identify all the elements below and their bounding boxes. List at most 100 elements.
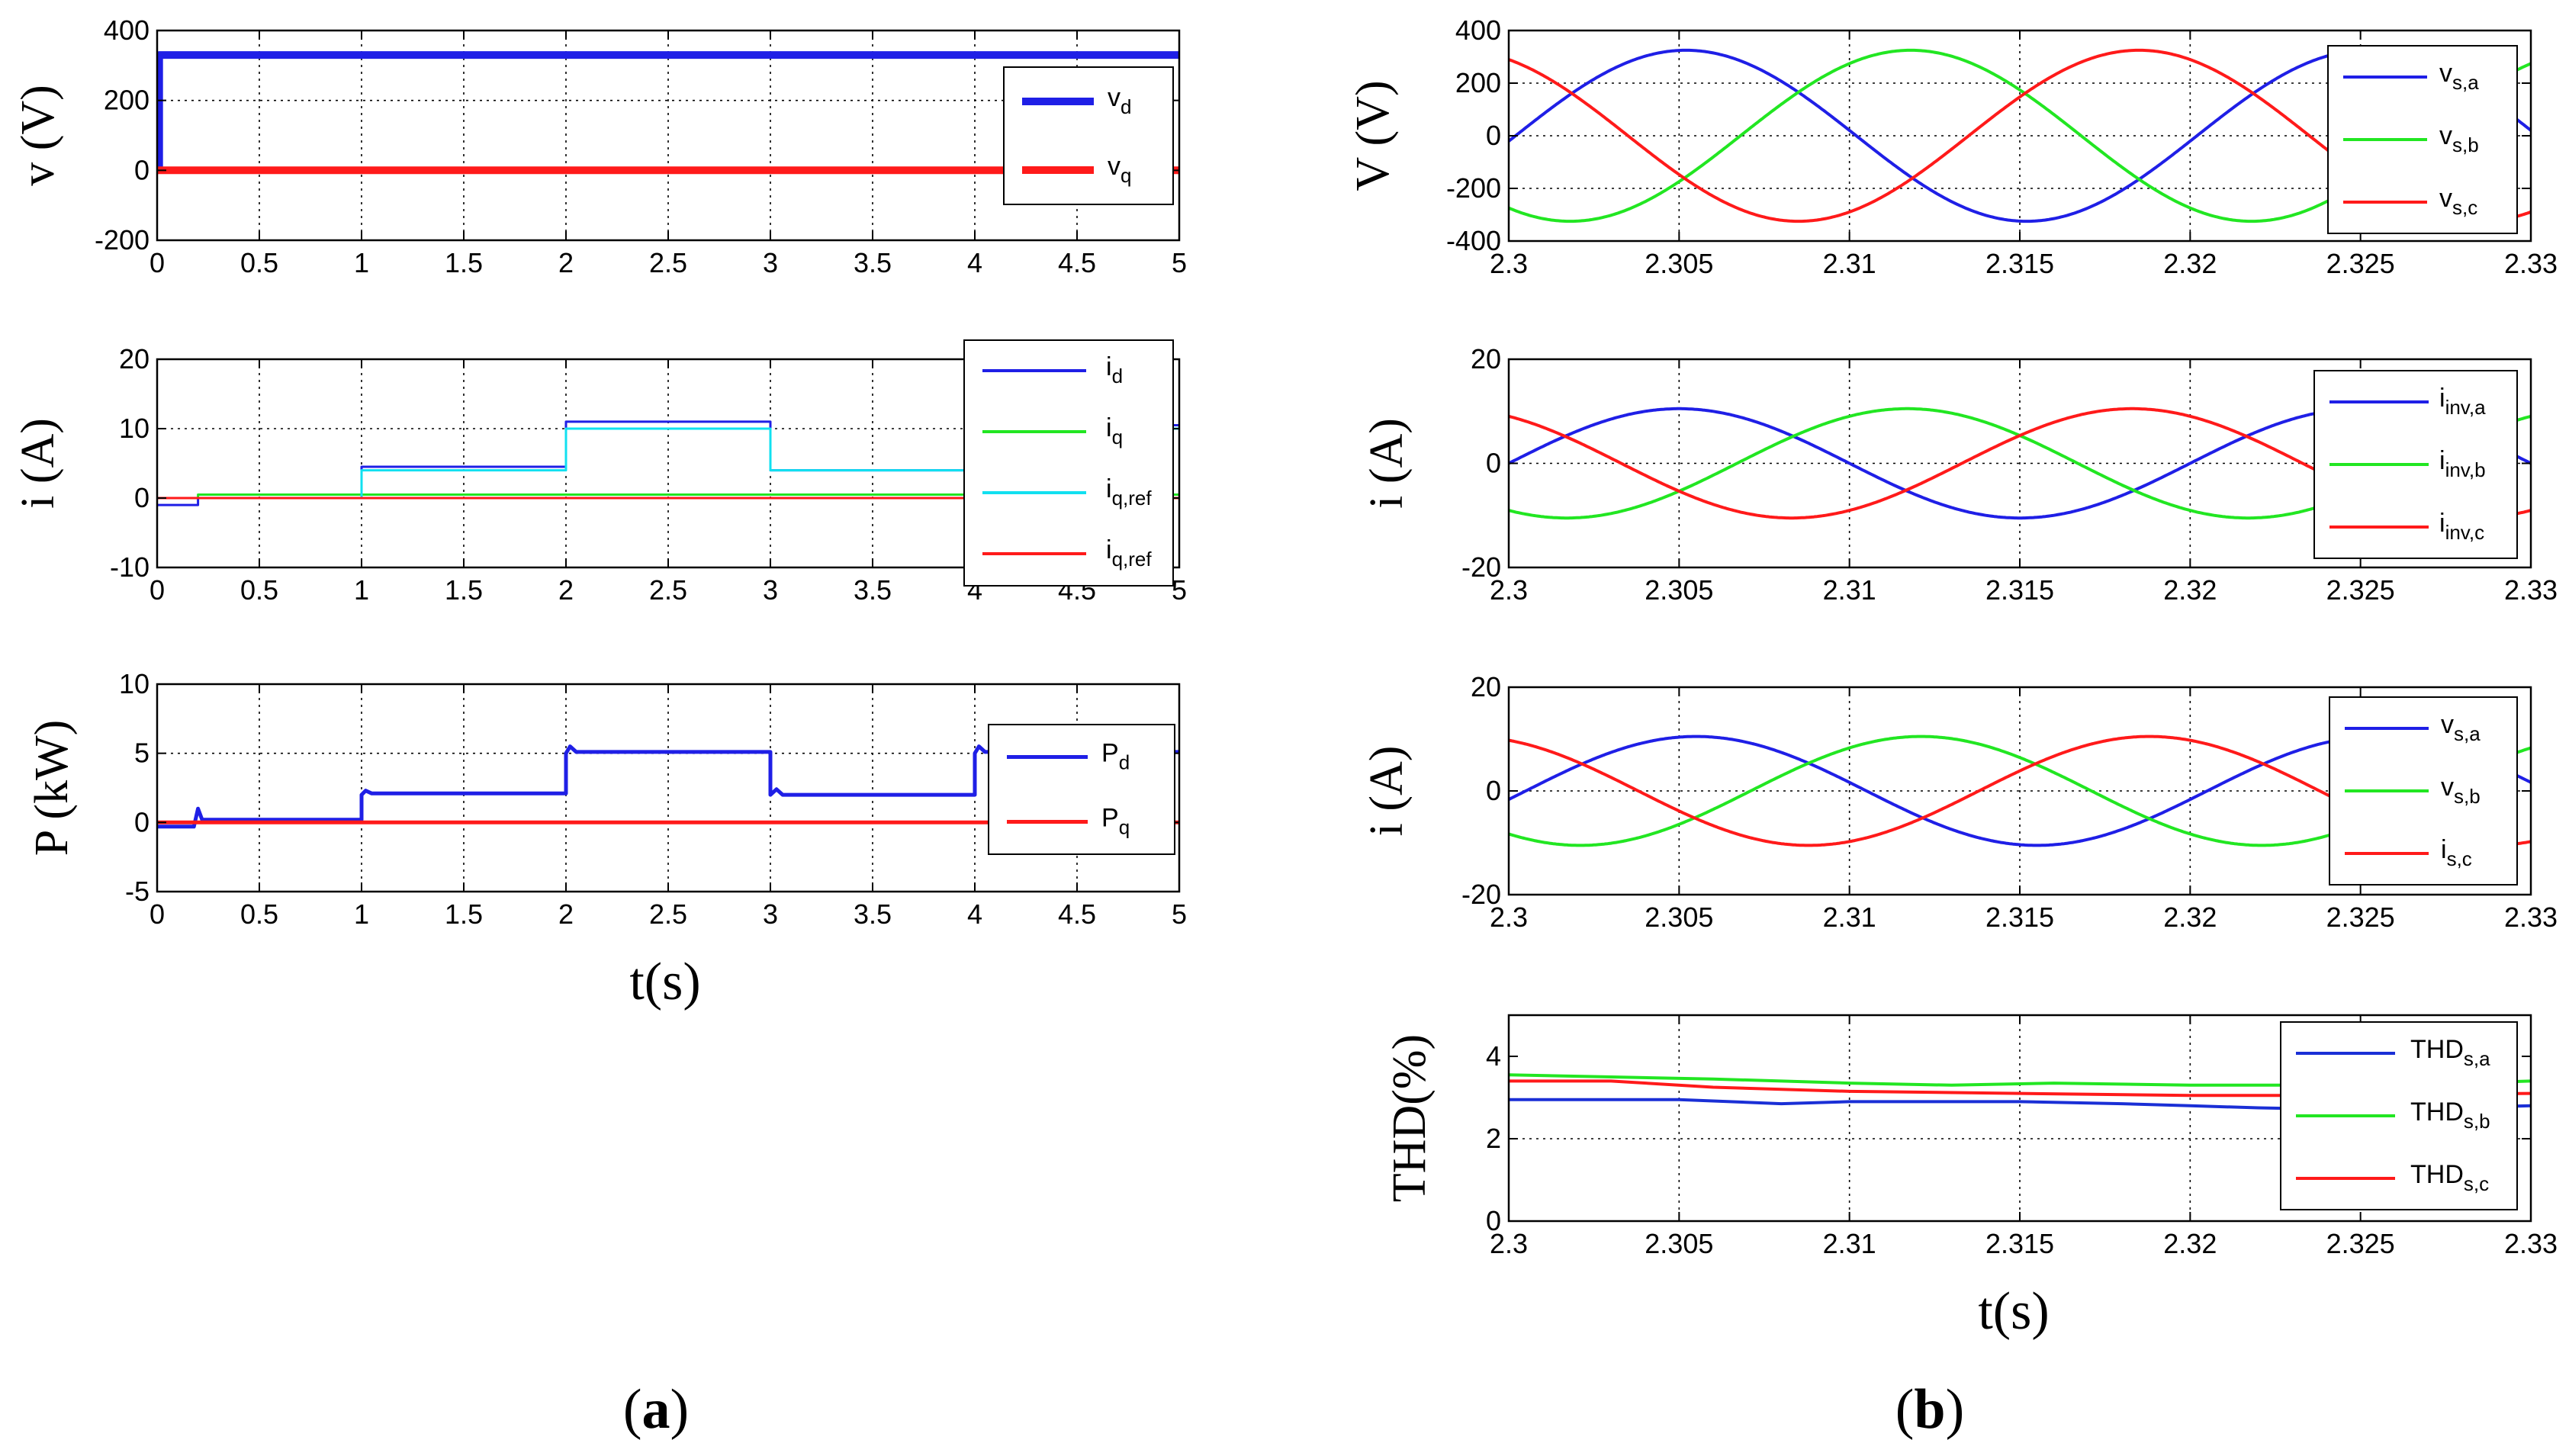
panel-a-label-close: ): [670, 1378, 690, 1441]
y-tick-label: 0: [1486, 1205, 1501, 1236]
y-tick-label: 0: [1486, 775, 1501, 806]
legend-label: iq,ref: [1106, 474, 1152, 509]
x-tick-label: 3.5: [854, 247, 892, 278]
x-tick-label: 3: [763, 898, 778, 930]
x-tick-label: 2.5: [649, 574, 687, 606]
chart-b2: 2.3 2.305 2.31 2.315 2.32 2.325 2.33 -20 0 20 i (A…: [1361, 343, 2558, 606]
legend-label: THDs,c: [2410, 1160, 2489, 1195]
x-tick-label: 1: [354, 247, 369, 278]
x-tick-label: 1: [354, 574, 369, 606]
x-tick-label: 2.5: [649, 247, 687, 278]
panel-a-label: (a): [623, 1378, 689, 1441]
legend-label: iinv,b: [2439, 446, 2486, 481]
legend-label: iinv,c: [2439, 509, 2484, 544]
legend-label: Pq: [1101, 804, 1130, 839]
legend: iinv,a iinv,b iinv,c: [2313, 370, 2518, 559]
x-tick-label: 1: [354, 898, 369, 930]
x-tick-label: 1.5: [445, 574, 483, 606]
x-tick-label: 2.32: [2163, 1228, 2217, 1259]
chart-b4: 2.3 2.305 2.31 2.315 2.32 2.325 2.33 0 2 4 THD(%) T…: [1384, 1014, 2558, 1259]
y-tick-label: -10: [110, 551, 150, 583]
legend-box: [1003, 66, 1174, 205]
x-tick-label: 2.315: [1985, 574, 2054, 606]
y-tick-label: -200: [1446, 172, 1501, 204]
panel-a-label-open: (: [623, 1378, 642, 1441]
x-tick-label: 2.32: [2163, 248, 2217, 279]
legend-label: id: [1106, 352, 1123, 387]
y-tick-label: 400: [104, 14, 150, 46]
y-tick-label: 200: [104, 85, 150, 116]
legend-label: vs,b: [2441, 773, 2481, 808]
y-tick-label: 4: [1486, 1040, 1501, 1072]
x-tick-label: 2: [558, 898, 574, 930]
legend-box: [963, 339, 1174, 587]
x-tick-label: 2.33: [2504, 248, 2558, 279]
y-tick-label: 20: [119, 343, 150, 374]
y-tick-label: 200: [1455, 67, 1501, 98]
panel-b-label-close: ): [1946, 1378, 1965, 1441]
x-tick-label: 4.5: [1058, 898, 1096, 930]
x-tick-label: 2.32: [2163, 574, 2217, 606]
x-tick-label: 2.325: [2326, 1228, 2395, 1259]
y-tick-label: 0: [1486, 120, 1501, 151]
legend: THDs,a THDs,b THDs,c: [2280, 1021, 2518, 1210]
x-tick-label: 2.31: [1823, 574, 1876, 606]
y-tick-label: 0: [1486, 448, 1501, 479]
y-axis-label: i (A): [1361, 418, 1413, 509]
legend-label: THDs,b: [2410, 1098, 2490, 1133]
x-tick-label: 2.3: [1490, 574, 1528, 606]
x-tick-label: 4: [967, 247, 982, 278]
x-tick-label: 4: [967, 898, 982, 930]
y-axis-label: i (A): [1361, 746, 1413, 837]
panel-a-xlabel: t(s): [629, 953, 700, 1011]
y-axis-label: THD(%): [1384, 1034, 1436, 1202]
panel-b-xlabel: t(s): [1978, 1282, 2049, 1341]
x-tick-label: 2.32: [2163, 902, 2217, 933]
y-tick-label: 0: [134, 154, 150, 185]
x-tick-label: 2.31: [1823, 902, 1876, 933]
x-tick-label: 2.315: [1985, 1228, 2054, 1259]
x-tick-label: 3.5: [854, 574, 892, 606]
y-axis-label: i (A): [12, 418, 64, 509]
legend-label: vs,b: [2439, 121, 2479, 156]
x-tick-label: 0.5: [240, 247, 278, 278]
x-tick-label: 4.5: [1058, 247, 1096, 278]
panel-b-label: (b): [1895, 1378, 1964, 1441]
x-tick-label: 5: [1172, 247, 1187, 278]
y-tick-label: 10: [119, 413, 150, 444]
x-tick-label: 0.5: [240, 574, 278, 606]
legend: vs,a vs,b is,c: [2329, 696, 2518, 885]
chart-b1: 2.3 2.305 2.31 2.315 2.32 2.325 2.33 -400 -200 0 2…: [1347, 14, 2558, 279]
x-tick-label: 2: [558, 247, 574, 278]
x-tick-label: 2.305: [1645, 248, 1713, 279]
x-tick-label: 2.31: [1823, 1228, 1876, 1259]
legend: Pd Pq: [988, 724, 1175, 855]
series-line-Pd-0: [157, 744, 1179, 829]
x-tick-label: 2.315: [1985, 248, 2054, 279]
x-tick-label: 2.315: [1985, 902, 2054, 933]
legend-label: vd: [1108, 83, 1131, 118]
legend-label: THDs,a: [2410, 1035, 2490, 1070]
y-tick-label: 0: [134, 806, 150, 837]
legend: id iq iq,ref iq,ref: [963, 339, 1174, 587]
panel-b-label-letter: b: [1914, 1378, 1945, 1441]
x-tick-label: 5: [1172, 574, 1187, 606]
legend-label: iq: [1106, 413, 1123, 448]
y-tick-label: -200: [95, 224, 150, 256]
x-tick-label: 2.3: [1490, 902, 1528, 933]
chart-b3: 2.3 2.305 2.31 2.315 2.32 2.325 2.33 -20 0 20 i (A…: [1361, 671, 2558, 933]
x-tick-label: 2.305: [1645, 1228, 1713, 1259]
x-tick-label: 0: [150, 574, 165, 606]
y-tick-label: -20: [1461, 551, 1501, 583]
y-axis-label: v (V): [12, 85, 64, 186]
legend: vd vq: [1003, 66, 1174, 205]
x-tick-label: 2.325: [2326, 574, 2395, 606]
x-tick-label: 5: [1172, 898, 1187, 930]
x-tick-label: 2.305: [1645, 902, 1713, 933]
legend-label: Pd: [1101, 739, 1130, 774]
x-tick-label: 3: [763, 574, 778, 606]
y-tick-label: -5: [125, 876, 150, 907]
